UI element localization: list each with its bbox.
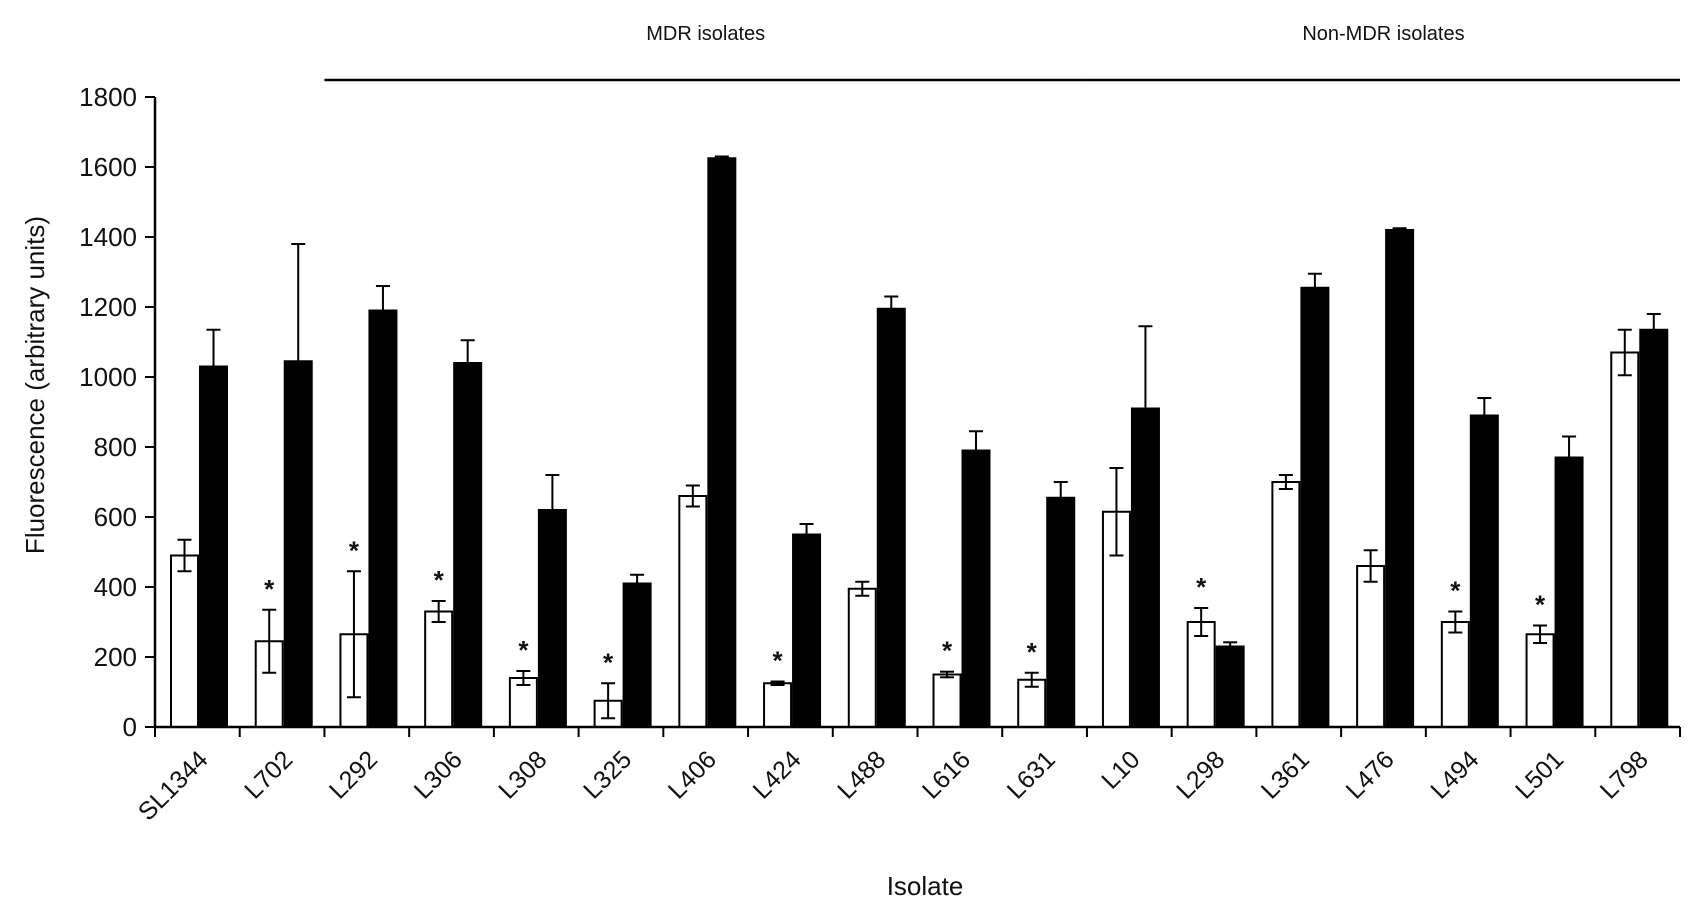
x-tick-label-L702: L702 [239, 745, 298, 804]
black-bar-SL1344 [199, 365, 228, 728]
x-tick-label-L406: L406 [663, 745, 722, 804]
group-brackets: MDR isolates Non-MDR isolates [324, 23, 1680, 82]
significance-star-L292: * [349, 535, 360, 565]
white-bar-L494 [1440, 621, 1470, 728]
black-bar-L308 [537, 509, 567, 728]
x-tick-label-L10: L10 [1096, 745, 1145, 794]
y-tick-label-0: 0 [123, 712, 137, 742]
y-tick-label-1400: 1400 [79, 222, 137, 252]
black-bar-L476 [1385, 229, 1415, 728]
significance-star-L702: * [264, 574, 275, 604]
y-tick-label-1800: 1800 [79, 82, 137, 112]
significance-star-L631: * [1027, 637, 1038, 667]
error-bars [177, 155, 1661, 720]
x-tick-label-L798: L798 [1595, 745, 1654, 804]
white-bar-L488 [847, 587, 877, 728]
y-tick-label-1000: 1000 [79, 362, 137, 392]
white-bar-L406 [678, 495, 708, 728]
black-bar-L292 [368, 309, 398, 728]
x-tick-label-L325: L325 [578, 745, 637, 804]
y-tick-label-800: 800 [94, 432, 137, 462]
x-tick-label-L616: L616 [917, 745, 976, 804]
black-bar-L616 [961, 449, 991, 728]
x-tick-label-L631: L631 [1002, 745, 1061, 804]
white-bar-L308 [508, 677, 538, 728]
y-tick-label-600: 600 [94, 502, 137, 532]
group-label-1: Non-MDR isolates [1302, 23, 1464, 45]
white-bar-L424 [763, 682, 793, 728]
x-tick-label-SL1344: SL1344 [133, 745, 214, 826]
white-bar-L476 [1356, 565, 1386, 728]
black-bar-L631 [1046, 496, 1076, 728]
y-tick-label-1200: 1200 [79, 292, 137, 322]
bars [170, 157, 1669, 728]
black-bar-L406 [707, 157, 737, 728]
x-tick-label-L298: L298 [1171, 745, 1230, 804]
black-bar-L702 [283, 360, 313, 728]
significance-star-L494: * [1450, 576, 1461, 606]
x-tick-label-L501: L501 [1510, 745, 1569, 804]
significance-star-L501: * [1535, 590, 1546, 620]
black-bar-L10 [1130, 407, 1160, 728]
black-bar-L298 [1215, 645, 1245, 728]
white-bar-L798 [1610, 351, 1640, 728]
white-bar-L501 [1525, 633, 1555, 728]
significance-star-L306: * [434, 565, 445, 595]
significance-star-L424: * [772, 646, 783, 676]
significance-star-L616: * [942, 636, 953, 666]
significance-star-L298: * [1196, 572, 1207, 602]
y-axis-title: Fluorescence (arbitrary units) [20, 216, 50, 554]
black-bar-L798 [1639, 328, 1669, 728]
black-bar-L488 [876, 307, 906, 728]
black-bar-L306 [453, 362, 483, 728]
x-tick-label-L476: L476 [1341, 745, 1400, 804]
significance-marks: * * * * * * * * * * * [264, 535, 1546, 677]
x-tick-label-L292: L292 [324, 745, 383, 804]
white-bar-L361 [1271, 481, 1301, 728]
black-bar-L361 [1300, 286, 1330, 728]
x-axis-title: Isolate [887, 871, 964, 901]
y-tick-label-400: 400 [94, 572, 137, 602]
white-bar-L298 [1186, 621, 1216, 728]
x-tick-label-L306: L306 [409, 745, 468, 804]
x-tick-label-L424: L424 [748, 745, 807, 804]
black-bar-L424 [792, 533, 822, 728]
y-tick-label-200: 200 [94, 642, 137, 672]
x-tick-label-L494: L494 [1425, 745, 1484, 804]
x-tick-label-L488: L488 [832, 745, 891, 804]
white-bar-L616 [932, 673, 962, 728]
black-bar-L494 [1469, 414, 1499, 728]
x-tick-label-L361: L361 [1256, 745, 1315, 804]
group-label-0: MDR isolates [646, 23, 765, 45]
black-bar-L501 [1554, 456, 1584, 728]
white-bar-SL1344 [170, 554, 199, 728]
black-bar-L325 [622, 582, 652, 728]
white-bar-L306 [424, 610, 454, 728]
x-tick-label-L308: L308 [493, 745, 552, 804]
significance-star-L308: * [518, 635, 529, 665]
significance-star-L325: * [603, 647, 614, 677]
y-tick-label-1600: 1600 [79, 152, 137, 182]
